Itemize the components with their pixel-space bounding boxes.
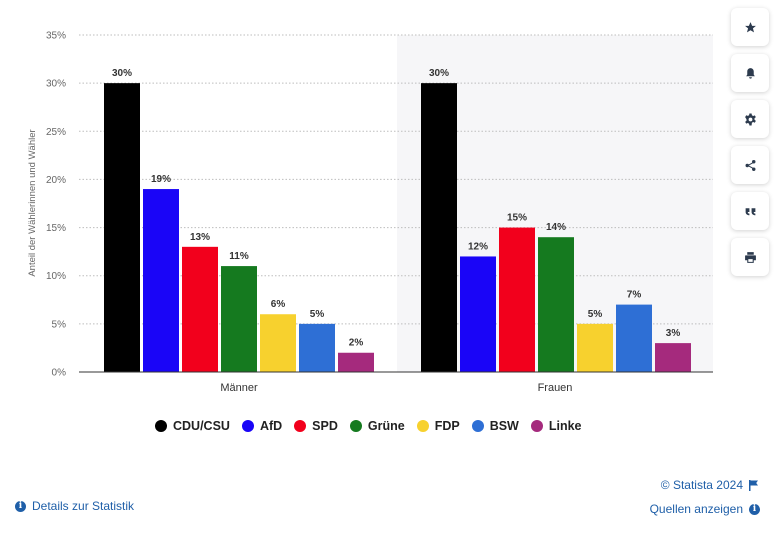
copyright-text: © Statista 2024 (660, 478, 743, 492)
y-tick-label: 25% (46, 127, 66, 138)
legend-label: CDU/CSU (173, 419, 230, 433)
bar-gr-ne-frauen[interactable] (538, 237, 574, 372)
legend-item-spd[interactable]: SPD (294, 419, 338, 433)
category-label-maenner: Männer (220, 382, 258, 394)
notification-button[interactable] (731, 54, 769, 92)
value-label: 13% (190, 232, 210, 243)
y-tick-label: 0% (52, 368, 67, 379)
share-button[interactable] (731, 146, 769, 184)
value-label: 19% (151, 174, 171, 185)
value-label: 30% (429, 68, 449, 79)
legend-label: FDP (434, 419, 460, 433)
value-labels: 30% 19% 13% 11% 6% 5% 2% 30% 12% 15% 14% 5% 7% 3% (112, 68, 680, 349)
legend-swatch (471, 420, 484, 432)
legend-item-gruene[interactable]: Grüne (349, 419, 405, 433)
favorite-button[interactable] (731, 8, 769, 46)
y-tick-label: 15% (46, 223, 66, 234)
bar-spd-frauen[interactable] (499, 227, 535, 372)
value-label: 2% (349, 338, 364, 349)
legend-swatch (416, 420, 429, 432)
legend-item-fdp[interactable]: FDP (416, 419, 460, 433)
bar-linke-frauen[interactable] (655, 343, 691, 372)
star-icon (744, 21, 756, 32)
value-label: 5% (310, 309, 325, 320)
bar-gr-ne-männer[interactable] (221, 266, 257, 372)
bar-afd-frauen[interactable] (460, 256, 496, 372)
legend-swatch (349, 420, 362, 432)
legend-swatch (241, 420, 254, 432)
y-tick-label: 10% (46, 271, 66, 282)
legend-label: Grüne (367, 419, 405, 433)
value-label: 11% (229, 251, 249, 262)
legend-label: SPD (312, 419, 338, 433)
legend-item-linke[interactable]: Linke (530, 419, 582, 433)
value-label: 30% (112, 68, 132, 79)
legend-label: AfD (259, 419, 283, 433)
bell-icon (745, 67, 755, 79)
quote-icon (745, 207, 755, 215)
flag-icon (749, 479, 758, 491)
y-axis-label: Anteil der Wählerinnen und Wähler (27, 129, 38, 276)
bar-chart: 0% 5% 10% 15% 20% 25% 30% 35% Anteil der Wähler… (27, 31, 713, 394)
bar-bsw-männer[interactable] (299, 323, 335, 372)
y-tick-label: 20% (46, 175, 66, 186)
bar-cdu-csu-frauen[interactable] (421, 83, 457, 373)
share-icon (745, 159, 755, 171)
bar-spd-männer[interactable] (182, 246, 218, 372)
gear-icon (744, 113, 756, 125)
legend-item-bsw[interactable]: BSW (471, 419, 519, 433)
bar-afd-männer[interactable] (143, 189, 179, 372)
info-icon: i (15, 500, 26, 512)
legend-label: BSW (489, 419, 519, 433)
bar-fdp-männer[interactable] (260, 314, 296, 372)
info-icon: i (749, 503, 760, 515)
y-tick-label: 30% (46, 79, 66, 90)
bar-bsw-frauen[interactable] (616, 304, 652, 372)
value-label: 6% (271, 299, 286, 310)
value-label: 5% (588, 309, 603, 320)
sources-link[interactable]: Quellen anzeigen i (650, 502, 760, 516)
bar-cdu-csu-männer[interactable] (104, 83, 140, 373)
value-label: 7% (627, 290, 642, 301)
print-button[interactable] (731, 238, 769, 276)
sources-label: Quellen anzeigen (649, 502, 743, 516)
value-label: 3% (666, 328, 681, 339)
legend-label: Linke (548, 419, 582, 433)
value-label: 14% (546, 222, 566, 233)
legend: CDU/CSU AfD SPD Grüne FDP BSW Linke (155, 419, 582, 433)
details-label: Details zur Statistik (32, 499, 135, 513)
bar-linke-männer[interactable] (338, 352, 374, 372)
y-axis-ticks: 0% 5% 10% 15% 20% 25% 30% 35% (46, 31, 66, 379)
value-label: 15% (507, 213, 527, 224)
legend-swatch (530, 420, 543, 432)
cite-button[interactable] (731, 192, 769, 230)
bars (104, 83, 691, 373)
settings-button[interactable] (731, 100, 769, 138)
legend-swatch (155, 420, 167, 432)
copyright[interactable]: © Statista 2024 (661, 478, 758, 492)
bar-fdp-frauen[interactable] (577, 323, 613, 372)
print-icon (744, 251, 756, 263)
legend-swatch (294, 420, 307, 432)
legend-item-cdu-csu[interactable]: CDU/CSU (155, 419, 230, 433)
y-tick-label: 5% (52, 319, 67, 330)
legend-item-afd[interactable]: AfD (241, 419, 283, 433)
value-label: 12% (468, 241, 488, 252)
category-label-frauen: Frauen (538, 382, 573, 394)
y-tick-label: 35% (46, 31, 66, 42)
details-link[interactable]: i Details zur Statistik (15, 499, 134, 513)
